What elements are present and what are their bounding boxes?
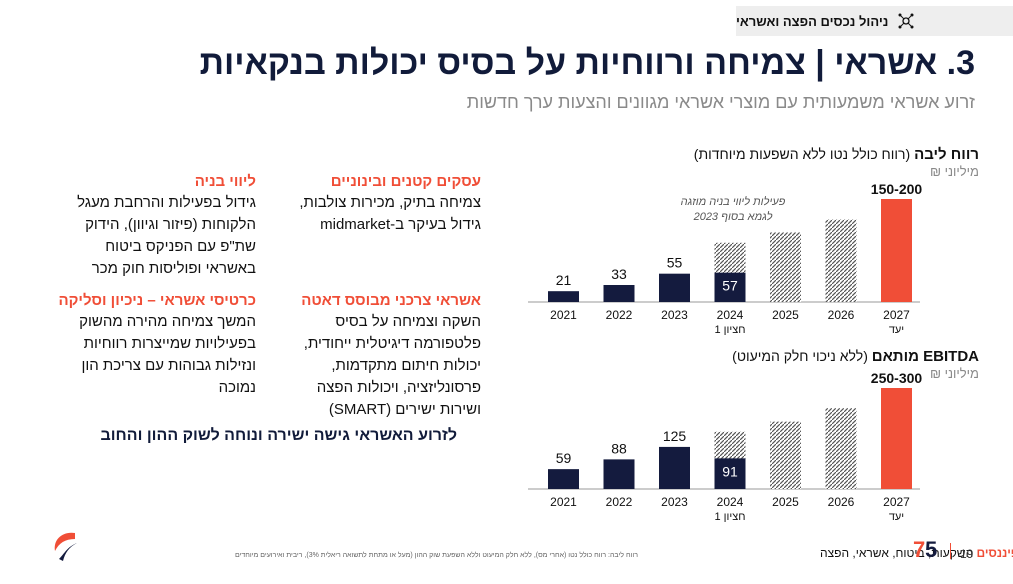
core-profit-chart: 21 2021 33 2022 55 2023 57 2024 חציון 1 2025 2026 1…	[528, 181, 923, 336]
block-credit-cards: כרטיסי אשראי – ניכיון וסליקה המשך צמיחה …	[58, 290, 256, 399]
chart1-title-main: רווח ליבה	[914, 146, 979, 163]
block-line: ושירות ישירים (SMART)	[328, 401, 481, 418]
chart2-title: EBITDA מותאם (ללא ניכוי חלק המיעוט)	[732, 348, 979, 365]
network-icon	[898, 13, 914, 29]
bar-label-2024: 91	[722, 463, 738, 479]
block-construction: ליווי בניה גידול בפעילות והרחבת מעגל הלק…	[77, 171, 256, 280]
hatched-bar-2025	[770, 421, 801, 489]
block-heading: אשראי צרכני מבוסס דאטה	[301, 292, 481, 309]
block-line: פלטפורמה דיגיטלית ייחודית,	[303, 335, 481, 352]
block-consumer-credit: אשראי צרכני מבוסס דאטה השקה וצמיחה על בס…	[301, 290, 481, 421]
bar-2024	[714, 272, 746, 302]
ebitda-chart: 59 2021 88 2022 125 2023 91 2024 חציון 1 2025 2026…	[528, 372, 923, 523]
chart-annotation: פעילות ליווי בניה מוזגה	[681, 195, 786, 208]
chart1-title-note: (רווח כולל נטו ללא השפעות מיוחדות)	[693, 146, 911, 162]
x-tick-2021: 2021	[550, 495, 577, 509]
chart2-title-main: EBITDA מותאם	[871, 348, 979, 365]
block-line: צמיחה בתיק, מכירות צולבות,	[299, 194, 481, 211]
slide-subtitle: זרוע אשראי משמעותית עם מוצרי אשראי מגוונ…	[466, 92, 975, 112]
slide-title: 3. אשראי | צמיחה ורווחיות על בסיס יכולות…	[199, 44, 975, 82]
bar-label-2022: 33	[611, 266, 627, 282]
x-tick-sub-2027: יעד	[889, 324, 904, 336]
target-label: 150-200	[871, 181, 923, 197]
block-line: באשראי ופוליסות חוק מכר	[91, 260, 256, 277]
block-sme: עסקים קטנים ובינוניים צמיחה בתיק, מכירות…	[299, 171, 481, 236]
footer-brand-tagline: השקעות, ביטוח, אשראי, הפצה	[820, 546, 974, 560]
bar-2024	[714, 458, 746, 489]
bar-label-2023: 55	[667, 255, 683, 271]
chart1-title: רווח ליבה (רווח כולל נטו ללא השפעות מיוח…	[694, 146, 979, 163]
chart-annotation: לגמא בסוף 2023	[693, 210, 773, 223]
page-number: 19	[960, 547, 974, 561]
block-heading: ליווי בניה	[194, 173, 256, 190]
block-line: השקה וצמיחה על בסיס	[335, 313, 481, 330]
footer-brand-name: הפניקס פיננסים	[976, 546, 1013, 560]
bar-label-2021: 59	[556, 450, 572, 466]
block-line: גידול בעיקר ב-midmarket	[320, 216, 481, 233]
bar-2021	[548, 469, 579, 489]
x-tick-2027: 2027	[883, 308, 910, 322]
x-tick-2024: 2024	[717, 308, 744, 322]
bar-2021	[548, 291, 579, 302]
x-tick-2025: 2025	[772, 308, 799, 322]
x-tick-2023: 2023	[661, 308, 688, 322]
bar-label-2022: 88	[611, 440, 627, 456]
target-label: 250-300	[871, 372, 923, 386]
footer-note: רווח ליבה: רווח כולל נטו (אחרי מס), ללא …	[235, 552, 638, 559]
section-header: ניהול נכסים הפצה ואשראי	[736, 6, 1013, 36]
svg-text:5: 5	[925, 537, 937, 562]
x-tick-2024: 2024	[717, 495, 744, 509]
target-bar-2027	[881, 388, 912, 489]
x-tick-sub-2024: חציון 1	[715, 511, 746, 523]
block-line: פרסונליזציה, ויכולות הפצה	[316, 379, 481, 396]
bar-label-2024: 57	[722, 278, 738, 294]
phoenix-bird-logo	[54, 532, 77, 561]
block-line: גידול בפעילות והרחבת מעגל	[77, 194, 256, 211]
x-tick-sub-2027: יעד	[889, 511, 904, 523]
chart1-unit: מיליוני ₪	[929, 164, 979, 179]
block-line: בפעילויות שמייצרות רווחיות	[83, 335, 256, 352]
x-tick-2027: 2027	[883, 495, 910, 509]
bar-2023	[659, 446, 690, 489]
block-line: הלקוחות (פיזור וגיוון), הידוק	[85, 216, 256, 233]
footer-divider	[950, 543, 951, 559]
x-tick-2026: 2026	[828, 495, 855, 509]
chart2-title-note: (ללא ניכוי חלק המיעוט)	[732, 348, 868, 364]
block-line: ונזילות גבוהות עם צריכת הון	[81, 357, 256, 374]
seventy-five-logo: 7 5	[913, 537, 937, 562]
block-line: נמוכה	[218, 379, 256, 396]
block-heading: עסקים קטנים ובינוניים	[330, 173, 481, 190]
target-bar-2027	[881, 199, 912, 302]
bar-label-2023: 125	[663, 428, 687, 444]
x-tick-sub-2024: חציון 1	[715, 324, 746, 336]
footer-brand: הפניקס פיננסים השקעות, ביטוח, אשראי, הפצ…	[820, 546, 1013, 560]
block-line: שת"פ עם הפניקס ביטוח	[105, 238, 256, 255]
bar-2022	[603, 459, 635, 489]
bar-2022	[603, 285, 635, 302]
chart2-unit: מיליוני ₪	[929, 366, 979, 381]
svg-text:7: 7	[913, 537, 925, 562]
block-heading: כרטיסי אשראי – ניכיון וסליקה	[58, 292, 256, 309]
credit-strap-line: לזרוע האשראי גישה ישירה ונוחה לשוק ההון …	[100, 427, 457, 444]
x-tick-2023: 2023	[661, 495, 688, 509]
block-line: יכולות חיתום מתקדמות,	[331, 357, 481, 374]
section-header-text: ניהול נכסים הפצה ואשראי	[736, 13, 889, 29]
bar-label-2021: 21	[556, 272, 572, 288]
x-tick-2021: 2021	[550, 308, 577, 322]
bar-2023	[659, 273, 690, 302]
hatched-bar-2025	[770, 232, 801, 302]
hatched-bar-2026	[825, 408, 857, 489]
x-tick-2022: 2022	[606, 495, 633, 509]
hatched-bar-2026	[825, 219, 857, 302]
x-tick-2022: 2022	[606, 308, 633, 322]
x-tick-2026: 2026	[828, 308, 855, 322]
x-tick-2025: 2025	[772, 495, 799, 509]
block-line: המשך צמיחה מהירה מהשוק	[79, 313, 256, 330]
